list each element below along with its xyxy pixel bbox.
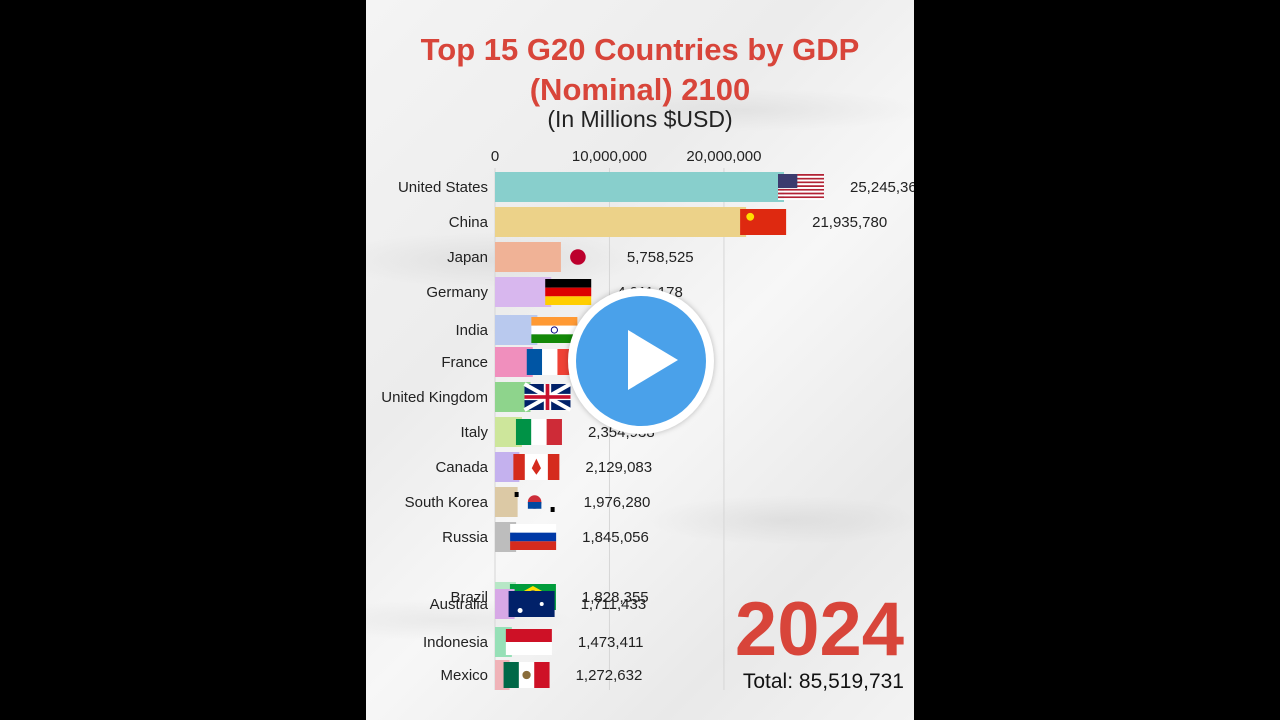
play-icon — [628, 330, 678, 390]
flag-ru-icon — [510, 524, 557, 550]
flag-cn-icon — [740, 209, 787, 235]
total-label: Total: 85,519,731 — [742, 670, 904, 693]
flag-jp-icon — [570, 249, 586, 265]
value-label: 1,828,355 — [582, 589, 649, 606]
chart-title-line1: Top 15 G20 Countries by GDP — [420, 32, 860, 67]
value-label: 1,272,632 — [576, 667, 643, 684]
flag-kr-icon — [514, 492, 555, 512]
year-counter: 2024 — [734, 587, 904, 672]
country-label: Mexico — [440, 667, 488, 684]
bar-france — [495, 347, 533, 377]
flag-ca-icon — [513, 454, 560, 480]
country-label: Japan — [447, 249, 488, 266]
chart-subtitle: (In Millions $USD) — [547, 106, 733, 132]
flag-id-icon — [505, 629, 552, 655]
value-label: 1,845,056 — [582, 529, 649, 546]
country-label: United Kingdom — [381, 389, 488, 406]
country-label: Indonesia — [423, 634, 489, 651]
play-button-circle — [576, 296, 706, 426]
chart-title-line2: (Nominal) 2100 — [529, 72, 751, 107]
value-label: 1,711,433 — [581, 596, 647, 613]
country-label: Australia — [430, 596, 489, 613]
country-label: Russia — [442, 529, 489, 546]
bar-china — [495, 207, 747, 237]
country-label: Germany — [426, 284, 488, 301]
x-tick-label-1: 10,000,000 — [572, 148, 647, 165]
value-label: 21,935,780 — [812, 214, 887, 231]
flag-gb-icon — [523, 382, 572, 412]
bar-united-states — [495, 172, 784, 202]
flag-in-icon — [531, 317, 578, 343]
value-label: 1,473,411 — [578, 634, 644, 651]
country-label: India — [455, 322, 488, 339]
country-label: Italy — [460, 424, 488, 441]
value-label: 25,245,36 — [850, 179, 914, 196]
country-label: Canada — [435, 459, 488, 476]
bar-japan — [495, 242, 561, 272]
country-label: South Korea — [405, 494, 489, 511]
value-label: 5,758,525 — [627, 249, 694, 266]
country-label: United States — [398, 179, 488, 196]
bar-germany — [495, 277, 552, 307]
bar-india — [495, 315, 538, 345]
flag-us-icon — [778, 174, 824, 200]
flag-fr-icon — [526, 349, 573, 375]
value-label: 1,976,280 — [584, 494, 651, 511]
play-button[interactable] — [568, 288, 714, 434]
value-label: 2,129,083 — [585, 459, 652, 476]
flag-de-icon — [545, 279, 592, 305]
country-label: China — [449, 214, 489, 231]
x-tick-label-0: 0 — [491, 148, 499, 165]
flag-mx-icon — [503, 662, 550, 688]
country-label: France — [441, 354, 488, 371]
bar-south-korea — [495, 487, 518, 517]
x-tick-label-2: 20,000,000 — [686, 148, 761, 165]
flag-it-icon — [515, 419, 562, 445]
country-label: Brazil — [450, 589, 488, 606]
flag-au-icon — [508, 591, 555, 617]
